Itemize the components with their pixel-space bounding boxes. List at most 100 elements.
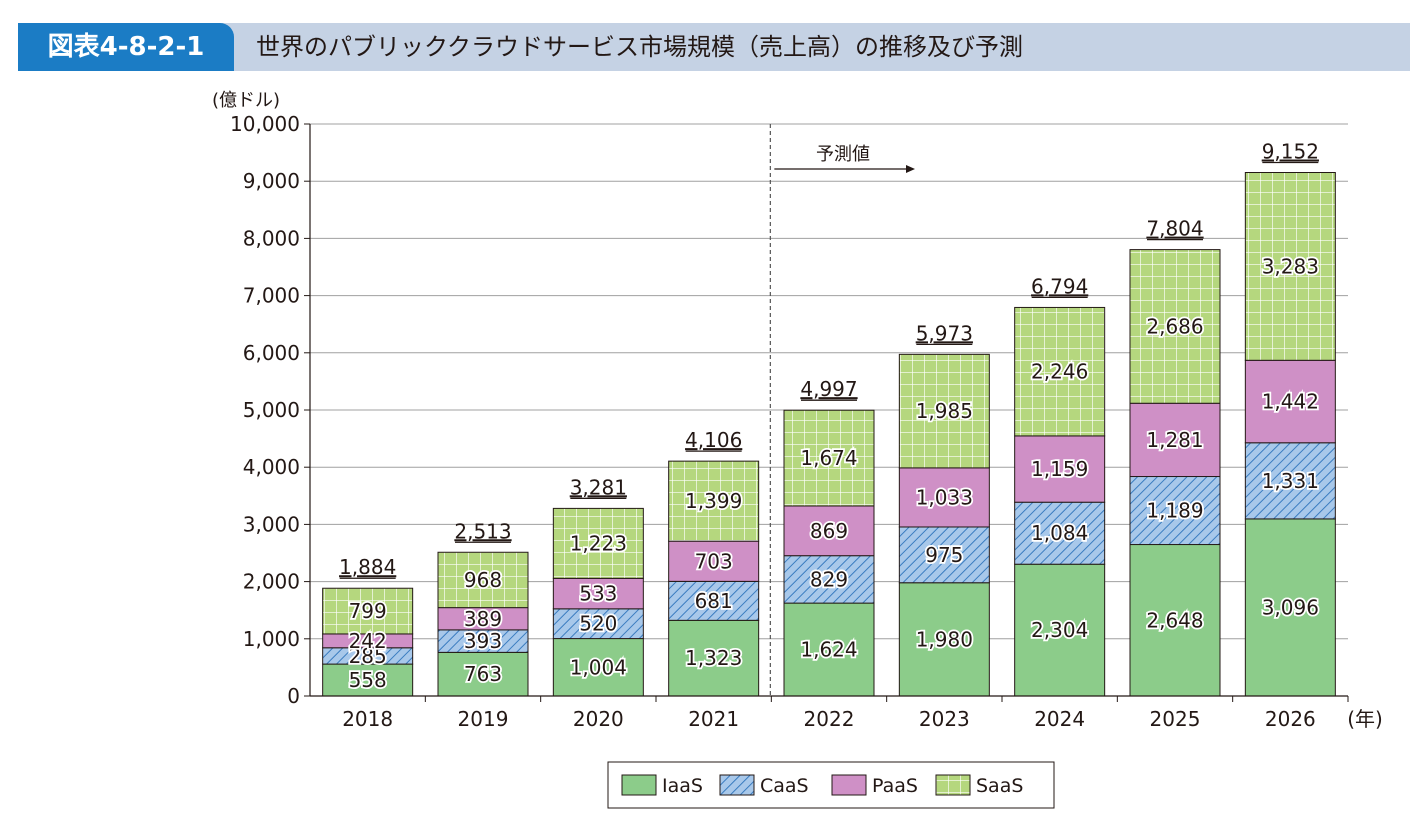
- legend-swatch-saas: [935, 774, 971, 796]
- legend-label: SaaS: [976, 775, 1023, 797]
- bar-segment-saas: [1014, 306, 1106, 437]
- y-tick-label: 9,000: [243, 169, 300, 193]
- data-label: 389: [464, 607, 502, 631]
- bar-segment-iaas: [668, 619, 760, 697]
- data-label: 1,674: [800, 446, 857, 470]
- total-label: 2,513: [454, 519, 511, 543]
- y-tick-label: 7,000: [243, 284, 300, 308]
- data-label: 2,686: [1146, 314, 1203, 338]
- bar-segment-saas: [1244, 172, 1336, 361]
- legend-label: IaaS: [662, 775, 703, 797]
- data-label: 1,442: [1262, 390, 1319, 414]
- data-label: 1,223: [570, 531, 627, 555]
- data-label: 2,304: [1031, 618, 1088, 642]
- data-label: 968: [464, 568, 502, 592]
- total-label: 4,106: [685, 428, 742, 452]
- bar-segment-paas: [1129, 402, 1221, 478]
- data-label: 703: [695, 549, 733, 573]
- data-label: 1,624: [800, 638, 857, 662]
- total-label: 4,997: [800, 377, 857, 401]
- data-label: 520: [579, 612, 617, 636]
- forecast-arrowhead: [906, 165, 915, 173]
- data-label: 1,399: [685, 489, 742, 513]
- data-label: 975: [925, 543, 963, 567]
- total-label: 5,973: [916, 321, 973, 345]
- y-tick-label: 8,000: [243, 226, 300, 250]
- legend-label: PaaS: [872, 775, 918, 797]
- legend-swatch-iaas: [621, 774, 657, 796]
- data-label: 1,084: [1031, 521, 1088, 545]
- data-label: 1,323: [685, 646, 742, 670]
- data-label: 1,331: [1262, 469, 1319, 493]
- bar-segment-paas: [552, 577, 644, 610]
- y-tick-label: 4,000: [243, 455, 300, 479]
- bar-segment-iaas: [1244, 518, 1336, 697]
- data-label: 1,033: [916, 485, 973, 509]
- data-label: 2,246: [1031, 360, 1088, 384]
- data-label: 681: [695, 589, 733, 613]
- total-label: 1,884: [339, 555, 396, 579]
- bar-segment-iaas: [898, 582, 990, 697]
- data-label: 1,004: [570, 655, 627, 679]
- data-label: 3,096: [1262, 595, 1319, 619]
- bar-segment-paas: [1014, 435, 1106, 503]
- y-tick-label: 3,000: [243, 512, 300, 536]
- bar-segment-caas: [783, 555, 875, 604]
- bar-segment-saas: [1129, 249, 1221, 404]
- y-tick-label: 2,000: [243, 570, 300, 594]
- y-tick-label: 10,000: [230, 112, 300, 136]
- figure-number-badge: 図表4-8-2-1: [18, 23, 234, 71]
- y-tick-label: 0: [287, 684, 300, 708]
- data-label: 763: [464, 662, 502, 686]
- data-label: 285: [349, 644, 387, 668]
- data-label: 558: [349, 668, 387, 692]
- x-tick-label: 2021: [688, 707, 739, 731]
- data-label: 3,283: [1262, 254, 1319, 278]
- data-label: 1,985: [916, 399, 973, 423]
- x-tick-label: 2020: [573, 707, 624, 731]
- forecast-label: 予測値: [816, 144, 870, 165]
- bar-segment-iaas: [1014, 563, 1106, 697]
- data-label: 829: [810, 567, 848, 591]
- y-tick-label: 6,000: [243, 341, 300, 365]
- bar-segment-caas: [898, 526, 990, 584]
- bar-segment-saas: [552, 507, 644, 579]
- x-axis-unit: (年): [1347, 707, 1383, 731]
- legend: [607, 761, 1055, 809]
- bar-segment-caas: [1014, 501, 1106, 565]
- data-label: 1,189: [1146, 499, 1203, 523]
- bar-segment-caas: [1244, 442, 1336, 520]
- data-label: 393: [464, 629, 502, 653]
- bar-segment-paas: [898, 467, 990, 528]
- bar-segment-saas: [898, 353, 990, 469]
- total-label: 6,794: [1031, 274, 1088, 298]
- x-tick-label: 2023: [919, 707, 970, 731]
- total-label: 9,152: [1262, 140, 1319, 164]
- y-tick-label: 1,000: [243, 627, 300, 651]
- data-label: 1,281: [1146, 428, 1203, 452]
- bar-segment-paas: [783, 505, 875, 557]
- data-label: 2,648: [1146, 608, 1203, 632]
- data-label: 1,980: [916, 627, 973, 651]
- data-label: 242: [349, 629, 387, 653]
- bar-segment-paas: [668, 540, 760, 582]
- x-tick-label: 2026: [1265, 707, 1316, 731]
- total-label: 7,804: [1146, 217, 1203, 241]
- bar-segment-iaas: [552, 638, 644, 697]
- x-tick-label: 2025: [1150, 707, 1201, 731]
- y-tick-label: 5,000: [243, 398, 300, 422]
- bar-segment-saas: [668, 460, 760, 542]
- legend-swatch-paas: [831, 774, 867, 796]
- x-tick-label: 2019: [458, 707, 509, 731]
- bar-segment-saas: [322, 587, 414, 635]
- bar-segment-paas: [1244, 359, 1336, 444]
- bar-segment-saas: [437, 551, 529, 609]
- data-label: 533: [579, 582, 617, 606]
- bar-segment-saas: [783, 409, 875, 507]
- y-axis-unit: (億ドル): [212, 90, 280, 111]
- figure-header: 図表4-8-2-1 世界のパブリッククラウドサービス市場規模（売上高）の推移及び…: [18, 23, 1410, 71]
- total-label: 3,281: [570, 475, 627, 499]
- legend-swatch-caas: [719, 774, 755, 796]
- legend-label: CaaS: [760, 775, 809, 797]
